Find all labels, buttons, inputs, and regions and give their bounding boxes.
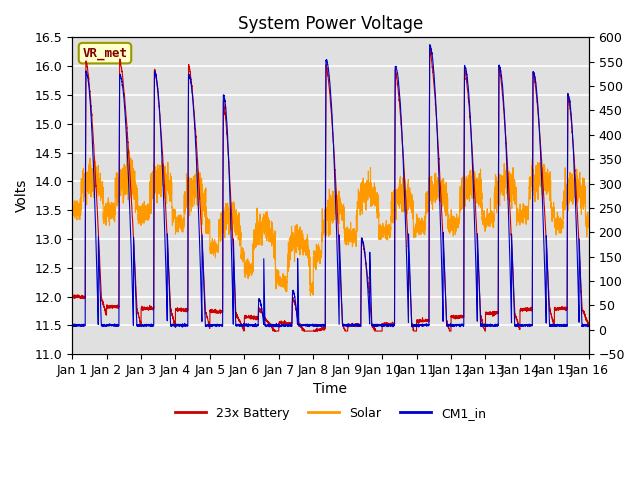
Text: VR_met: VR_met xyxy=(83,47,127,60)
Title: System Power Voltage: System Power Voltage xyxy=(238,15,423,33)
Legend: 23x Battery, Solar, CM1_in: 23x Battery, Solar, CM1_in xyxy=(170,402,492,424)
Y-axis label: Volts: Volts xyxy=(15,179,29,213)
X-axis label: Time: Time xyxy=(314,383,348,396)
